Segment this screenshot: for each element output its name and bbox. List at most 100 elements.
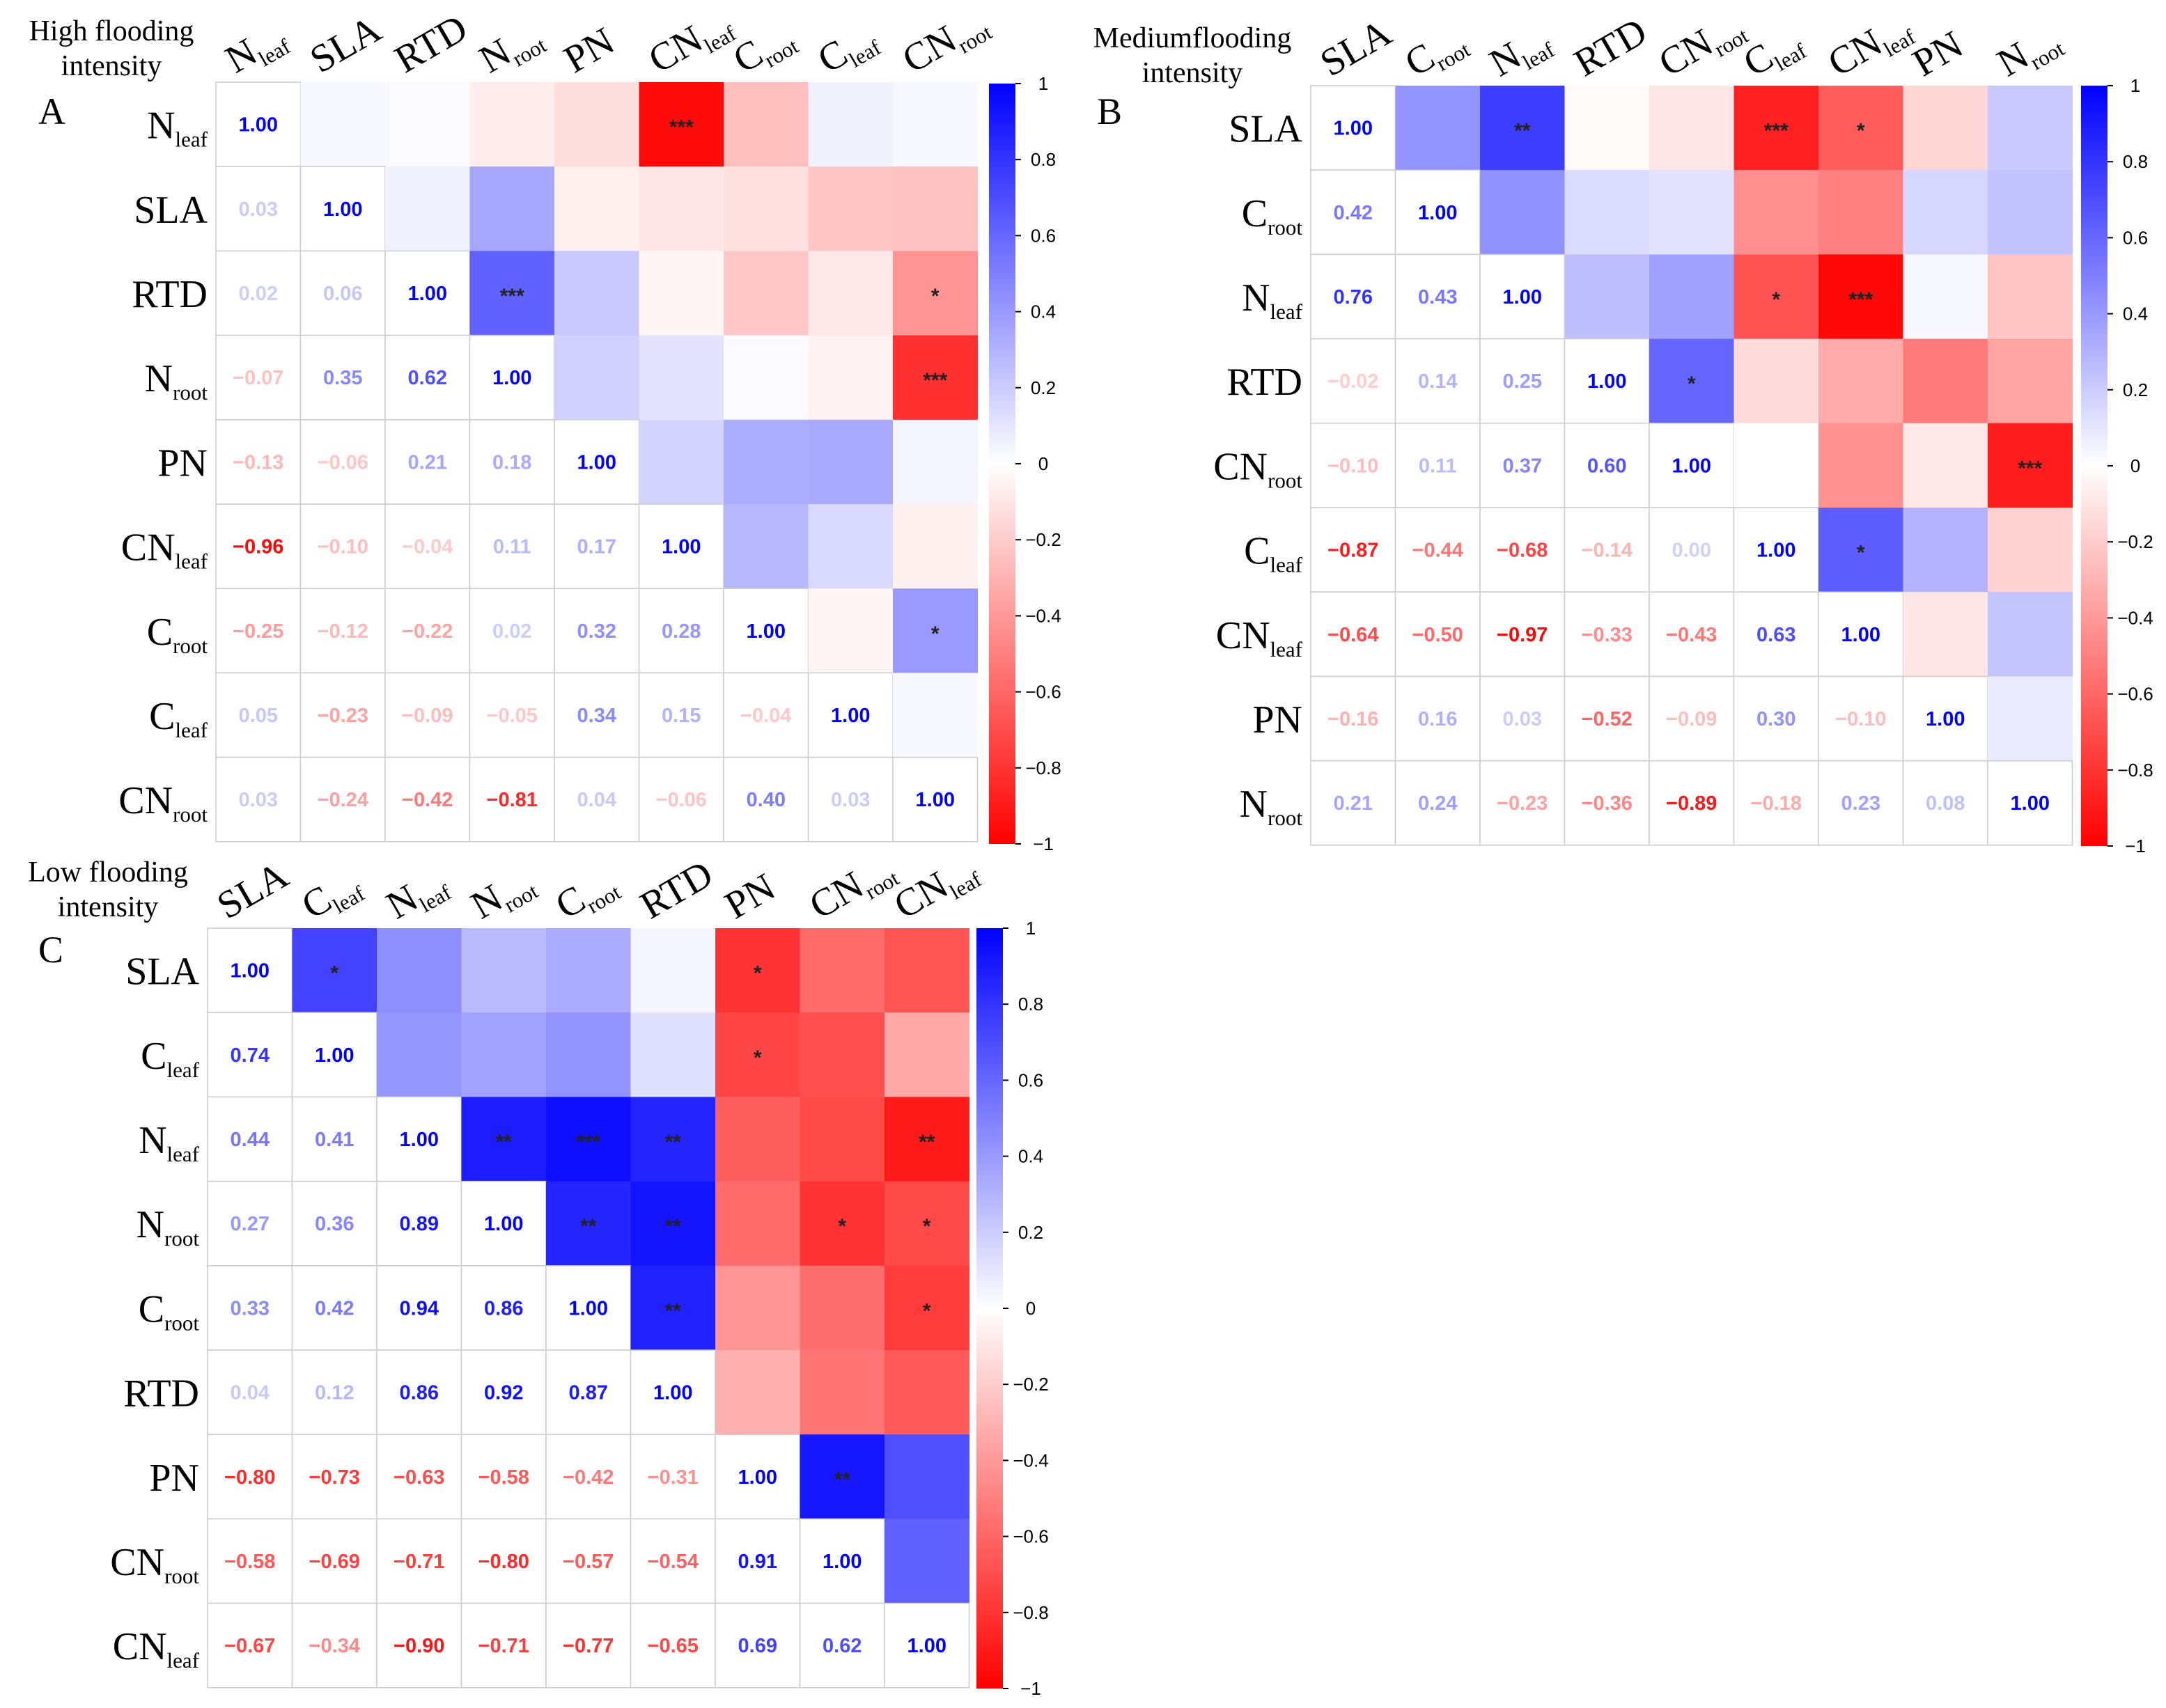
correlation-value: 0.04 — [231, 1382, 270, 1404]
correlation-value: −0.42 — [402, 789, 453, 811]
correlation-value: −0.04 — [740, 705, 791, 727]
correlation-value: −0.89 — [1666, 792, 1717, 815]
value-cell — [207, 1518, 293, 1604]
heatmap-cell — [893, 588, 979, 673]
correlation-value: 1.00 — [569, 1297, 608, 1319]
correlation-value: −0.80 — [224, 1466, 275, 1489]
correlation-value: 0.94 — [400, 1297, 439, 1319]
heatmap-cell — [724, 251, 809, 336]
heatmap-cell — [385, 82, 471, 167]
value-cell — [207, 1180, 293, 1267]
row-label: Croot — [147, 611, 208, 658]
panel-title-line: intensity — [58, 891, 159, 923]
column-label: SLA — [1314, 10, 1399, 85]
heatmap-cell — [639, 166, 724, 251]
colorbar-tick-label: 0 — [1026, 1298, 1036, 1319]
correlation-value: 1.00 — [1503, 286, 1542, 308]
correlation-value: 1.00 — [1587, 370, 1626, 393]
row-label: RTD — [123, 1372, 199, 1416]
column-label: CNroot — [896, 0, 997, 85]
heatmap-cell — [1649, 86, 1735, 171]
correlation-value: −0.58 — [478, 1466, 529, 1489]
row-label: CNroot — [118, 779, 208, 826]
significance-mark: *** — [1764, 120, 1789, 143]
correlation-value: −0.90 — [394, 1635, 444, 1657]
value-cell — [215, 756, 302, 843]
value-cell — [376, 1602, 462, 1689]
colorbar-tick-label: 0.2 — [1031, 377, 1056, 398]
colorbar-tick-label: 0.4 — [2123, 304, 2148, 324]
correlation-value: −0.24 — [318, 789, 368, 811]
heatmap-cell — [893, 82, 979, 167]
value-cell — [1649, 591, 1735, 677]
correlation-value: 1.00 — [231, 960, 270, 982]
correlation-value: 0.35 — [323, 367, 362, 389]
correlation-value: 1.00 — [1841, 624, 1880, 646]
row-label: Cleaf — [1244, 530, 1302, 577]
row-label: CNroot — [110, 1541, 199, 1588]
heatmap-cell — [800, 1012, 885, 1097]
value-cell — [1902, 760, 1988, 846]
row-label: Cleaf — [141, 1035, 199, 1082]
heatmap-cell — [1988, 254, 2073, 340]
correlation-value: 0.34 — [577, 705, 616, 727]
significance-mark: * — [923, 1299, 931, 1322]
row-label: Nleaf — [139, 1119, 200, 1166]
heatmap-cell — [292, 928, 377, 1013]
correlation-value: −0.31 — [648, 1466, 699, 1489]
correlation-value: −0.77 — [563, 1635, 614, 1657]
colorbar-tick-label: 0.2 — [2123, 379, 2148, 400]
correlation-value: 0.06 — [323, 283, 362, 305]
column-label: RTD — [1567, 10, 1654, 85]
value-cell — [1479, 760, 1566, 846]
correlation-value: 1.00 — [323, 198, 362, 221]
value-cell — [299, 672, 386, 758]
value-cell — [469, 419, 555, 505]
correlation-value: −0.54 — [648, 1551, 699, 1573]
heatmap-cell — [800, 1181, 885, 1267]
value-cell — [207, 1434, 293, 1520]
colorbar-tick-label: −1 — [1033, 833, 1054, 854]
heatmap-cell — [630, 1012, 716, 1097]
column-label: CNroot — [1652, 3, 1753, 89]
value-cell — [630, 1349, 716, 1435]
correlation-value: 1.00 — [2011, 792, 2050, 815]
significance-mark: ** — [919, 1131, 935, 1154]
correlation-value: −0.16 — [1327, 708, 1378, 730]
value-cell — [554, 756, 640, 843]
heatmap-cell — [893, 504, 979, 589]
value-cell — [299, 419, 386, 505]
heatmap-cell — [639, 419, 724, 505]
value-cell — [1649, 760, 1735, 846]
row-label: PN — [1252, 698, 1302, 742]
value-cell — [1479, 675, 1566, 762]
correlation-value: 0.42 — [1334, 202, 1373, 224]
correlation-value: 0.92 — [484, 1382, 523, 1404]
value-cell — [376, 1518, 462, 1604]
correlation-value: −0.10 — [1835, 708, 1886, 730]
correlation-value: 0.42 — [315, 1297, 354, 1319]
heatmap-cell — [1903, 170, 1988, 255]
significance-mark: ** — [496, 1131, 513, 1154]
value-cell — [215, 81, 302, 167]
heatmap-cell — [461, 1097, 547, 1182]
correlation-value: 1.00 — [1334, 118, 1373, 140]
value-cell — [207, 927, 293, 1013]
significance-mark: * — [330, 962, 338, 985]
correlation-value: 0.63 — [1756, 624, 1795, 646]
heatmap-cell — [1818, 170, 1904, 255]
heatmap-cell — [1564, 170, 1650, 255]
heatmap-cell — [893, 335, 979, 421]
value-cell — [1733, 675, 1819, 762]
row-label: Nleaf — [1242, 276, 1303, 324]
significance-mark: * — [1688, 373, 1696, 395]
correlation-value: 0.04 — [577, 789, 616, 811]
significance-mark: * — [1857, 120, 1865, 143]
correlation-value: 1.00 — [662, 536, 701, 558]
correlation-value: 0.05 — [239, 705, 278, 727]
value-cell — [1310, 591, 1396, 677]
correlation-value: −0.50 — [1412, 624, 1463, 646]
value-cell — [715, 1602, 801, 1689]
correlation-value: 0.11 — [1419, 455, 1457, 477]
